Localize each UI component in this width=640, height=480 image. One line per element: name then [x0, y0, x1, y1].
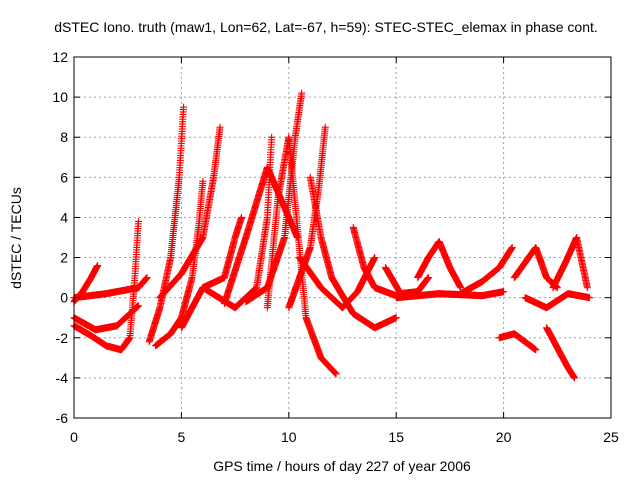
data-point	[298, 89, 306, 97]
data-point	[508, 244, 516, 252]
data-point	[238, 213, 246, 221]
series-pass-x	[549, 234, 591, 292]
series-pass-h	[177, 213, 246, 332]
x-tick-label: 15	[388, 429, 404, 445]
data-point	[180, 103, 188, 111]
data-point	[134, 217, 142, 225]
data-point	[392, 314, 400, 322]
data-point	[371, 254, 379, 262]
data-point	[216, 123, 224, 131]
data-point	[570, 374, 578, 382]
data-point	[143, 274, 151, 282]
data-point	[424, 274, 432, 282]
y-tick-label: -4	[56, 370, 69, 386]
x-tick-label: 25	[603, 429, 619, 445]
data-point	[199, 177, 207, 185]
series-pass-s	[457, 244, 516, 298]
y-tick-label: 12	[52, 49, 68, 65]
plot-frame	[73, 56, 612, 419]
series-pass-l	[263, 133, 340, 378]
data-point	[500, 288, 508, 296]
y-tick-label: 6	[60, 169, 68, 185]
y-tick-label: -2	[56, 330, 69, 346]
series-pass-e	[145, 103, 188, 346]
y-tick-label: 10	[52, 89, 68, 105]
y-tick-labels: -6 -4 -2 0 2 4 6 8 10 12	[52, 49, 68, 426]
x-tick-label: 20	[496, 429, 512, 445]
series-pass-d	[70, 274, 151, 302]
data-point	[332, 370, 340, 378]
series-pass-g	[156, 123, 224, 302]
series-pass-m	[285, 123, 329, 312]
data-point	[268, 133, 276, 141]
y-tick-label: 8	[60, 129, 68, 145]
series-pass-j	[220, 163, 301, 308]
series-pass-y	[521, 290, 594, 312]
x-axis-label: GPS time / hours of day 227 of year 2006	[213, 458, 471, 474]
series-pass-u	[495, 330, 540, 354]
series-pass-b	[70, 302, 142, 334]
data-point	[532, 346, 540, 354]
data-point	[321, 123, 329, 131]
x-tick-label: 5	[178, 429, 186, 445]
y-tick-label: 2	[60, 250, 68, 266]
x-tick-label: 0	[70, 429, 78, 445]
series-pass-t	[392, 288, 508, 302]
y-tick-label: -6	[56, 410, 69, 426]
axis-ticks	[73, 56, 612, 419]
series-pass-r	[414, 238, 465, 292]
series-pass-f	[152, 177, 207, 350]
data-point	[134, 302, 142, 310]
data-point	[586, 294, 594, 302]
data-point	[583, 284, 591, 292]
x-tick-label: 10	[281, 429, 297, 445]
data-point	[94, 262, 102, 270]
series-pass-w	[543, 324, 578, 382]
y-tick-label: 4	[60, 209, 68, 225]
y-axis-label: dSTEC / TECUs	[8, 187, 24, 289]
data-points	[70, 89, 594, 382]
x-tick-labels: 0 5 10 15 20 25	[70, 429, 619, 445]
y-tick-label: 0	[60, 290, 68, 306]
chart-title: dSTEC Iono. truth (maw1, Lon=62, Lat=-67…	[54, 19, 598, 35]
grid-lines	[74, 57, 611, 418]
